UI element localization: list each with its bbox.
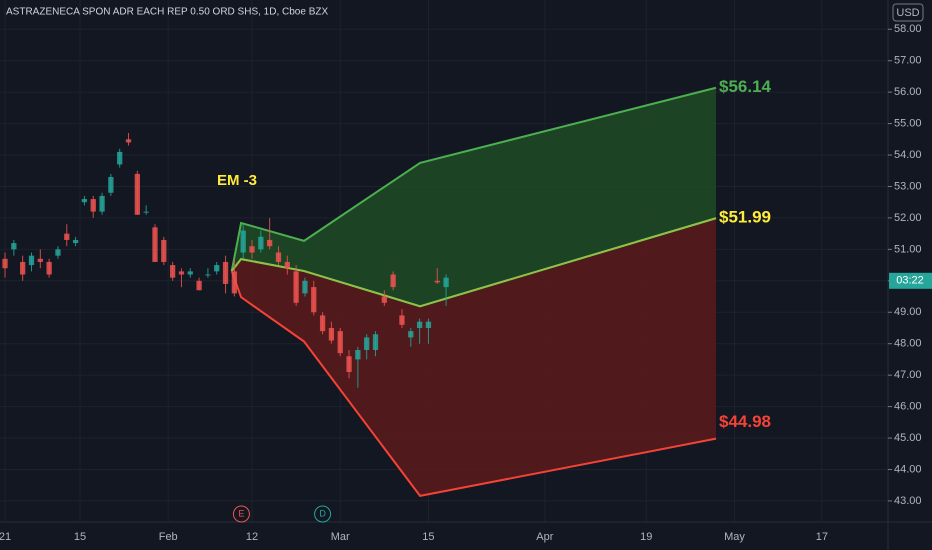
candle-body: [169, 265, 176, 278]
event-marker[interactable]: [314, 505, 332, 523]
y-tick-label: 55.00: [894, 117, 922, 129]
candle-body: [328, 327, 335, 341]
event-label[interactable]: E: [238, 508, 244, 518]
countdown: 03:22: [896, 275, 924, 287]
candle-body: [249, 246, 255, 253]
candle-body: [46, 261, 52, 275]
candle-body: [2, 258, 8, 269]
y-tick-label: 45.00: [894, 432, 922, 444]
y-tick-label: 44.00: [894, 463, 922, 475]
y-tick-label: 48.00: [894, 338, 922, 350]
x-tick-label: 12: [246, 531, 258, 543]
candle-body: [284, 261, 290, 269]
candle-body: [214, 265, 220, 272]
x-tick-label: 21: [0, 531, 11, 543]
x-tick-label: Feb: [159, 531, 178, 543]
candle-body: [346, 356, 352, 373]
y-tick-label: 43.00: [894, 495, 922, 507]
candle-body: [443, 277, 449, 288]
candle-body: [222, 261, 229, 284]
candle-body: [99, 195, 105, 212]
y-tick-label: 53.00: [894, 180, 922, 192]
event-marker[interactable]: [232, 505, 250, 523]
candle-body: [425, 321, 432, 328]
candle-body: [125, 139, 132, 143]
candle-body: [178, 271, 185, 275]
candle-body: [408, 331, 414, 338]
candle-body: [205, 274, 211, 276]
y-tick-label: 56.00: [894, 86, 922, 98]
candle-body: [240, 230, 246, 253]
candle-body: [372, 334, 379, 350]
candle-body: [72, 239, 79, 244]
candle-body: [319, 315, 326, 332]
x-tick-label: 15: [74, 531, 86, 543]
candle-body: [381, 296, 387, 303]
candle-body: [258, 236, 264, 250]
y-tick-label: 52.00: [894, 212, 922, 224]
band-top: [230, 86, 717, 272]
y-tick-label: 58.00: [894, 23, 922, 35]
candle-body: [90, 199, 96, 212]
candle-body: [37, 258, 43, 262]
candle-body: [187, 271, 193, 275]
y-tick-label: 51.00: [894, 243, 922, 255]
y-tick-label: 49.00: [894, 306, 922, 318]
currency[interactable]: USD: [896, 7, 919, 19]
candle-body: [196, 280, 202, 291]
plot: [0, 0, 888, 522]
band-area: [231, 87, 716, 307]
band-bottom: [230, 270, 717, 498]
candle-body: [416, 321, 423, 328]
candle-body: [399, 315, 405, 325]
candle-body: [267, 239, 273, 247]
candle-body: [117, 151, 123, 165]
candle-body: [64, 233, 70, 240]
chart-title: ASTRAZENECA SPON ADR EACH REP 0.50 ORD S…: [6, 7, 328, 18]
candle-body: [11, 243, 17, 250]
candle-body: [108, 177, 114, 193]
y-tick-label: 57.00: [894, 55, 922, 67]
candle-body: [231, 271, 238, 294]
event-label[interactable]: D: [319, 508, 326, 518]
candle-body: [311, 287, 317, 313]
candle-body: [55, 249, 61, 256]
x-tick-label: 17: [816, 531, 828, 543]
candle-body: [152, 227, 158, 262]
y-tick-label: 46.00: [894, 401, 922, 413]
candle-body: [161, 239, 167, 262]
candle-body: [337, 331, 343, 354]
level-label: $56.14: [719, 77, 772, 96]
candle-body: [355, 349, 361, 360]
candle-body: [364, 337, 370, 350]
candle-body: [81, 199, 88, 203]
candle-body: [275, 252, 282, 262]
currency-box[interactable]: [892, 3, 924, 22]
x-tick-label: 15: [422, 531, 434, 543]
candle-body: [28, 255, 35, 266]
x-tick-label: May: [724, 531, 745, 543]
candle-body: [302, 280, 308, 294]
candle-body: [143, 211, 149, 213]
candle-body: [434, 280, 440, 283]
band-top: [230, 217, 717, 308]
candle-body: [134, 173, 140, 215]
x-tick-label: 19: [640, 531, 652, 543]
y-tick-label: 47.00: [894, 369, 922, 381]
x-tick-label: Apr: [536, 531, 553, 543]
candle-body: [390, 274, 396, 288]
level-label: $44.98: [719, 412, 771, 431]
candle-body: [20, 261, 26, 275]
band-area: [231, 218, 716, 496]
level-label: $51.99: [719, 208, 771, 227]
candle-body: [293, 271, 299, 303]
x-tick-label: Mar: [331, 531, 350, 543]
y-tick-label: 54.00: [894, 149, 922, 161]
last-price-tag: [889, 272, 932, 289]
annotation: EM -3: [217, 172, 257, 189]
